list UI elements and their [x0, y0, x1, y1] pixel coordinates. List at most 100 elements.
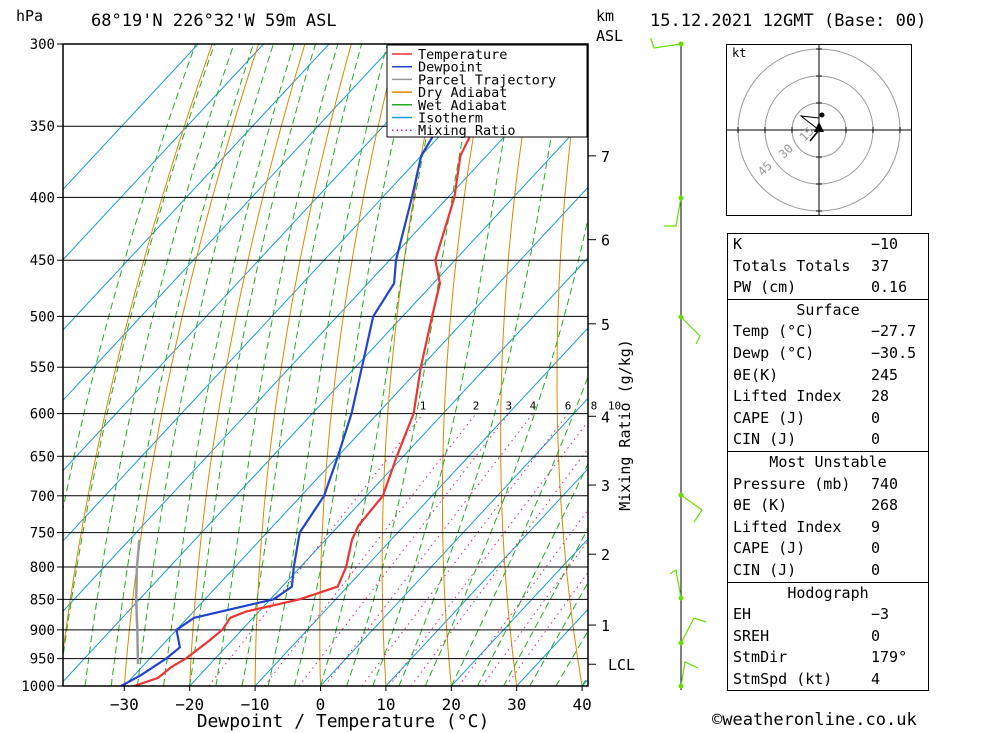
temperature-tick-label: −30: [110, 695, 139, 714]
pressure-label: 800: [30, 560, 55, 576]
mixing-ratio-label: 2: [473, 400, 480, 413]
legend-label: Dry Adiabat: [418, 85, 507, 101]
isotherm-line: [123, 186, 588, 686]
general-index-value: −10: [871, 235, 899, 253]
wet-adiabat-line: [84, 44, 235, 686]
surface-indices: Surface Temp (°C) −27.7 Dewp (°C) −30.5 θE(K…: [728, 298, 928, 451]
hodograph-index-label: StmDir: [733, 648, 788, 667]
unstable-index-label: CIN (J): [733, 560, 797, 579]
wind-barb: [680, 617, 707, 644]
surface-index-row: CIN (J) 0: [728, 429, 928, 451]
general-index-label: PW (cm): [733, 278, 797, 297]
pressure-label: 600: [30, 407, 55, 423]
surface-index-value: 245: [871, 365, 899, 384]
temperature-tick-label: 20: [442, 695, 461, 714]
general-index-row: PW (cm) 0.16: [728, 277, 928, 299]
pressure-label: 750: [30, 526, 55, 542]
pressure-label: 850: [30, 592, 55, 608]
wind-barb-point: [678, 492, 684, 498]
isotherm-line: [63, 44, 199, 191]
dry-adiabat-line: [500, 44, 538, 686]
surface-index-row: Lifted Index 28: [728, 386, 928, 408]
km-tick-label: 7: [601, 148, 610, 166]
unstable-index-value: 0: [871, 539, 881, 558]
wet-adiabat-line: [293, 44, 416, 686]
mixing-ratio-line: [481, 539, 588, 686]
dry-adiabat-line: [441, 44, 491, 686]
isotherm-line: [254, 327, 588, 686]
legend-label: Dewpoint: [418, 60, 483, 76]
storm-motion-marker: [814, 122, 824, 132]
wet-adiabat-line: [424, 216, 588, 686]
pressure-label: 1000: [21, 679, 55, 695]
pressure-label: 350: [30, 119, 55, 135]
unstable-index-value: 9: [871, 517, 881, 536]
hodograph-index-row: EH −3: [728, 604, 928, 626]
surface-index-row: CAPE (J) 0: [728, 408, 928, 430]
copyright-link[interactable]: ©weatheronline.co.uk: [712, 710, 917, 730]
unstable-index-value: 0: [871, 560, 881, 579]
wet-adiabat-line: [215, 44, 339, 686]
general-index-value: 0.16: [871, 278, 908, 297]
surface-index-row: Temp (°C) −27.7: [728, 321, 928, 343]
isotherm-line: [189, 256, 588, 686]
wet-adiabat-line: [189, 44, 316, 686]
surface-title: Surface: [796, 300, 860, 319]
hodograph-indices: Hodograph EH −3 SREH 0 StmDir 179° StmSpd (kt)…: [728, 581, 928, 691]
wind-barb-point: [678, 683, 684, 689]
pressure-label: 450: [30, 253, 55, 269]
mixing-ratio-label: 4: [530, 400, 537, 413]
wind-barb: [680, 494, 703, 523]
unstable-index-row: Pressure (mb) 740: [728, 474, 928, 496]
wind-barb: [669, 568, 682, 599]
surface-index-label: CAPE (J): [733, 408, 806, 427]
temperature-tick-label: 10: [376, 695, 395, 714]
pressure-label: 500: [30, 309, 55, 325]
mixing-ratio-line: [410, 448, 588, 686]
legend-label: Parcel Trajectory: [418, 72, 556, 88]
isotherm-line: [63, 44, 395, 402]
hodograph-unit-label: kt: [732, 46, 746, 60]
surface-index-label: θE(K): [733, 365, 779, 384]
isotherm-line: [63, 116, 588, 683]
legend-label: Temperature: [418, 47, 507, 63]
km-tick-label: 2: [601, 546, 610, 564]
wet-adiabat-line: [346, 44, 482, 686]
dewpoint-line: [120, 44, 494, 686]
mixing-ratio-label: 10: [608, 400, 621, 413]
surface-index-label: CIN (J): [733, 430, 797, 449]
hodograph-index-row: SREH 0: [728, 626, 928, 648]
unstable-index-value: 740: [871, 474, 899, 493]
location-title: 68°19'N 226°32'W 59m ASL: [91, 11, 337, 31]
temperature-tick-label: 40: [572, 695, 591, 714]
surface-index-value: 28: [871, 387, 890, 406]
surface-index-value: 0: [871, 408, 881, 427]
surface-index-label: Dewp (°C): [733, 343, 815, 362]
hodograph-index-row: StmDir 179°: [728, 647, 928, 669]
wet-adiabat-line: [136, 44, 274, 686]
mixing-ratio-line: [324, 413, 534, 686]
legend-label: Isotherm: [418, 111, 483, 127]
general-index-label: K: [733, 235, 743, 253]
unstable-index-label: θE (K): [733, 496, 788, 515]
surface-index-label: Lifted Index: [733, 387, 842, 406]
unstable-index-value: 268: [871, 496, 899, 515]
lcl-label: LCL: [608, 656, 635, 674]
legend-label: Mixing Ratio: [418, 123, 516, 139]
pressure-label: 300: [30, 37, 55, 53]
surface-index-label: Temp (°C): [733, 322, 815, 341]
unstable-index-row: CAPE (J) 0: [728, 538, 928, 560]
wind-barb: [664, 197, 682, 227]
km-tick-label: 5: [601, 316, 610, 334]
parcel-trajectory-line: [134, 539, 141, 665]
mixing-ratio-axis-label: Mixing Ratio (g/kg): [616, 339, 634, 511]
temperature-tick-label: 0: [316, 695, 326, 714]
hodograph-index-value: 0: [871, 626, 881, 645]
hodograph-title: Hodograph: [787, 583, 869, 602]
wind-barb-point: [678, 41, 684, 47]
unstable-index-row: CIN (J) 0: [728, 560, 928, 582]
dry-adiabat-line: [381, 44, 445, 686]
plot-frame: [62, 43, 589, 687]
hodograph-point: [819, 112, 825, 118]
general-indices: K −10 Totals Totals 37 PW (cm) 0.16: [728, 234, 928, 299]
